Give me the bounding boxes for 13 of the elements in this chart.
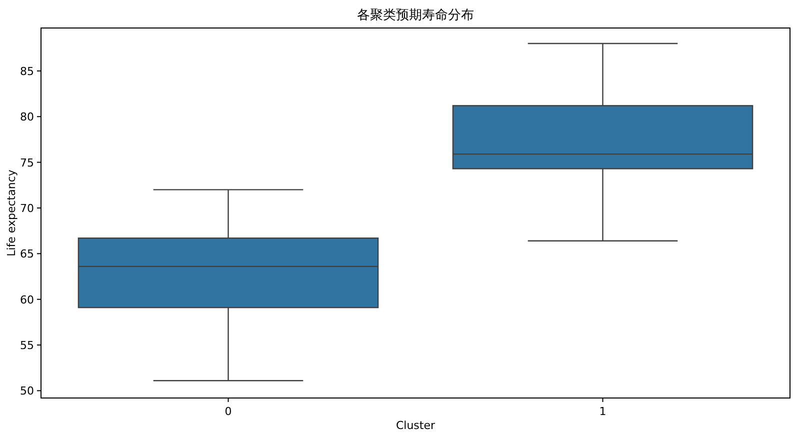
x-tick-label: 1 <box>599 405 606 418</box>
y-tick-label: 75 <box>20 156 34 170</box>
y-tick-label: 65 <box>20 248 34 261</box>
y-tick-label: 70 <box>20 202 34 215</box>
x-tick-label: 0 <box>224 405 232 418</box>
chart-title: 各聚类预期寿命分布 <box>357 8 474 23</box>
x-axis-title: Cluster <box>396 419 436 432</box>
y-tick-label: 80 <box>20 110 34 124</box>
y-tick-label: 55 <box>20 339 34 352</box>
y-tick-label: 60 <box>20 293 34 306</box>
y-tick-label: 50 <box>20 384 34 398</box>
y-tick-label: 85 <box>20 64 34 78</box>
y-axis-title: Life expectancy <box>5 169 18 256</box>
